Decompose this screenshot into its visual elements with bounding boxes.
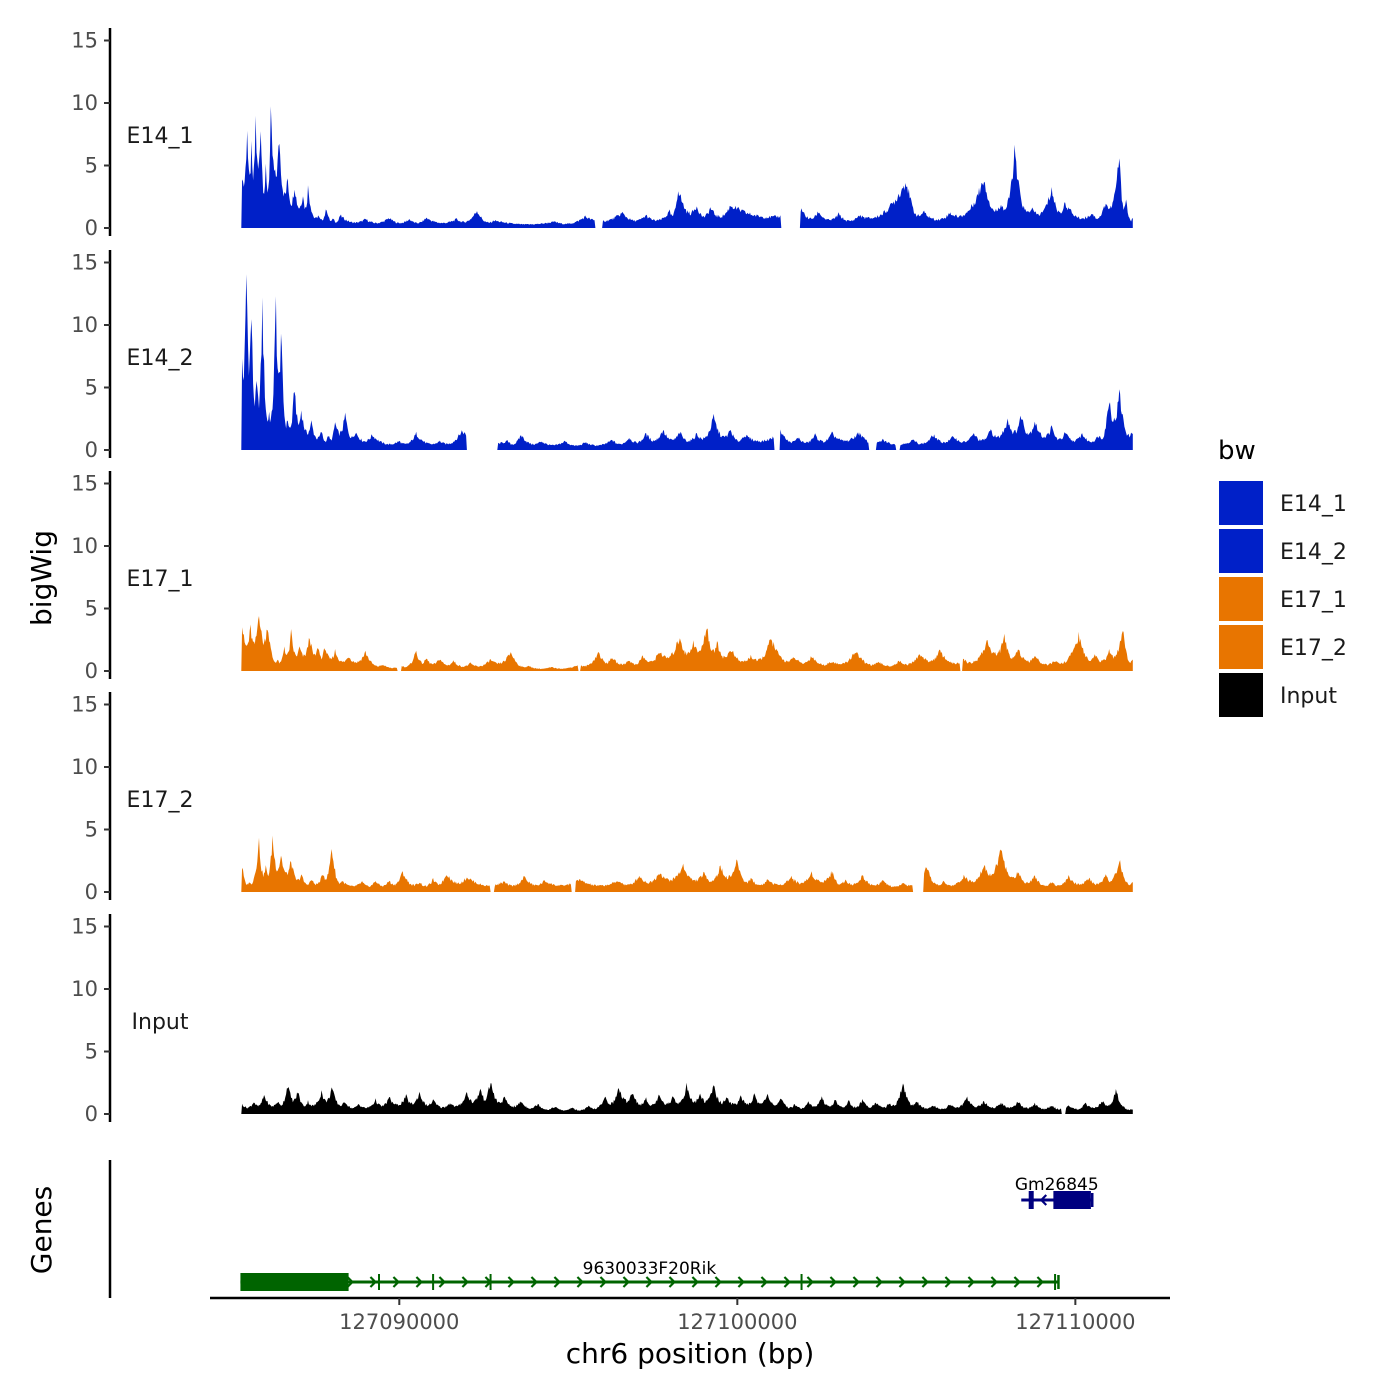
- y-tick-label: 15: [71, 29, 98, 53]
- strand-chevron: [415, 1276, 423, 1288]
- strand-chevron: [806, 1276, 814, 1288]
- legend-label: E17_2: [1280, 636, 1347, 661]
- y-tick-label: 10: [71, 755, 98, 779]
- strand-chevron: [392, 1276, 400, 1288]
- signal-area-Input: [240, 1082, 1133, 1114]
- legend: bw E14_1 E14_2 E17_1 E17_2 Input: [1217, 436, 1347, 719]
- x-axis: 127090000 127100000 127110000: [210, 1296, 1170, 1334]
- gene-9630033F20Rik: 9630033F20Rik: [240, 1259, 1060, 1291]
- y-tick-label: 0: [85, 659, 98, 683]
- gene-exon: [1053, 1191, 1091, 1209]
- gene-exon: [1028, 1191, 1034, 1209]
- strand-chevron: [369, 1276, 377, 1288]
- legend-label: Input: [1280, 684, 1337, 709]
- signal-area-E17_2: [240, 835, 1133, 892]
- signal-area-E14_1: [240, 106, 1133, 228]
- strand-chevron: [1036, 1276, 1044, 1288]
- x-tick-label: 127100000: [677, 1310, 797, 1334]
- genes-axis-title: Genes: [25, 1186, 58, 1274]
- strand-chevron: [760, 1276, 768, 1288]
- strand-chevron: [990, 1276, 998, 1288]
- strand-chevron: [576, 1276, 584, 1288]
- strand-chevron: [530, 1276, 538, 1288]
- y-tick-label: 5: [85, 1040, 98, 1064]
- track-label: E14_2: [127, 346, 194, 371]
- strand-chevron: [1013, 1276, 1021, 1288]
- y-tick-label: 0: [85, 1102, 98, 1126]
- strand-chevron: [346, 1276, 354, 1288]
- strand-chevron: [668, 1276, 676, 1288]
- strand-chevron: [944, 1276, 952, 1288]
- y-tick-label: 15: [71, 693, 98, 717]
- track-label: Input: [132, 1010, 189, 1035]
- legend-swatch-E14_2: [1217, 527, 1265, 575]
- track-label: E17_1: [127, 567, 194, 592]
- track-panels: 0 5 10 15 E14_1 0 5 10 15 E14_2 0 5 10 15 E17_1 0 5 10 15 E…: [71, 28, 1133, 1126]
- y-tick-label: 15: [71, 915, 98, 939]
- y-tick-label: 10: [71, 977, 98, 1001]
- strand-chevron: [967, 1276, 975, 1288]
- track-panel-E14_2: 0 5 10 15 E14_2: [71, 250, 1133, 462]
- strand-chevron: [1039, 1194, 1048, 1206]
- gene-panel: 9630033F20Rik Gm26845: [108, 1160, 1099, 1298]
- track-label: E17_2: [127, 788, 194, 813]
- y-tick-label: 5: [85, 154, 98, 178]
- y-axis-title: bigWig: [25, 530, 58, 626]
- y-tick-label: 0: [85, 880, 98, 904]
- strand-chevron: [852, 1276, 860, 1288]
- track-panel-E17_1: 0 5 10 15 E17_1: [71, 471, 1133, 683]
- y-tick-label: 10: [71, 534, 98, 558]
- legend-swatch-E17_2: [1217, 623, 1265, 671]
- legend-title: bw: [1218, 436, 1256, 466]
- y-tick-label: 15: [71, 251, 98, 275]
- gene-Gm26845: Gm26845: [1015, 1175, 1099, 1209]
- strand-chevron: [714, 1276, 722, 1288]
- y-tick-label: 0: [85, 216, 98, 240]
- signal-area-E17_1: [240, 616, 1133, 671]
- strand-chevron: [507, 1276, 515, 1288]
- strand-chevron: [599, 1276, 607, 1288]
- legend-label: E17_1: [1280, 588, 1347, 613]
- strand-chevron: [553, 1276, 561, 1288]
- strand-chevron: [898, 1276, 906, 1288]
- legend-swatch-E17_1: [1217, 575, 1265, 623]
- strand-chevron: [622, 1276, 630, 1288]
- x-tick-label: 127090000: [339, 1310, 459, 1334]
- strand-chevron: [461, 1276, 469, 1288]
- gene-label: 9630033F20Rik: [583, 1259, 717, 1279]
- legend-swatch-Input: [1217, 671, 1265, 719]
- y-tick-label: 15: [71, 472, 98, 496]
- strand-chevron: [737, 1276, 745, 1288]
- legend-label: E14_1: [1280, 492, 1347, 517]
- strand-chevron: [691, 1276, 699, 1288]
- y-tick-label: 5: [85, 376, 98, 400]
- strand-chevron: [875, 1276, 883, 1288]
- track-panel-E17_2: 0 5 10 15 E17_2: [71, 692, 1133, 904]
- strand-chevron: [829, 1276, 837, 1288]
- track-panel-E14_1: 0 5 10 15 E14_1: [71, 28, 1133, 240]
- gene-label: Gm26845: [1015, 1175, 1099, 1195]
- y-tick-label: 10: [71, 91, 98, 115]
- x-tick-label: 127110000: [1015, 1310, 1135, 1334]
- legend-label: E14_2: [1280, 540, 1347, 565]
- x-axis-title: chr6 position (bp): [566, 1337, 815, 1370]
- strand-chevron: [438, 1276, 446, 1288]
- strand-chevron: [921, 1276, 929, 1288]
- y-tick-label: 5: [85, 597, 98, 621]
- track-label: E14_1: [127, 124, 194, 149]
- gene-exon: [240, 1273, 349, 1291]
- signal-area-E14_2: [240, 274, 1133, 450]
- y-tick-label: 5: [85, 818, 98, 842]
- strand-chevron: [645, 1276, 653, 1288]
- y-tick-label: 10: [71, 313, 98, 337]
- strand-chevron: [783, 1276, 791, 1288]
- track-panel-Input: 0 5 10 15 Input: [71, 914, 1133, 1126]
- y-tick-label: 0: [85, 438, 98, 462]
- legend-swatch-E14_1: [1217, 479, 1265, 527]
